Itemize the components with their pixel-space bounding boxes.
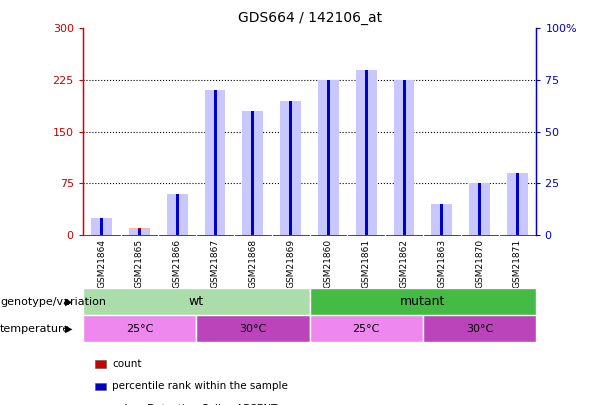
Bar: [205, 90, 226, 235]
Text: ▶: ▶: [65, 296, 72, 307]
Bar: [83, 288, 310, 315]
Bar: [356, 80, 376, 235]
Bar: [289, 177, 292, 235]
Bar: [205, 166, 226, 235]
Text: 25°C: 25°C: [126, 324, 153, 334]
Text: 30°C: 30°C: [239, 324, 267, 334]
Bar: [213, 166, 216, 235]
Bar: [327, 80, 330, 235]
Bar: [167, 204, 188, 235]
Bar: [507, 173, 528, 235]
Bar: [365, 70, 368, 235]
Bar: [403, 152, 406, 235]
Bar: [365, 80, 368, 235]
Bar: [100, 221, 103, 235]
Bar: [478, 197, 481, 235]
Bar: [440, 204, 443, 235]
Text: value, Detection Call = ABSENT: value, Detection Call = ABSENT: [112, 404, 278, 405]
Bar: [289, 101, 292, 235]
Bar: [440, 214, 443, 235]
Text: GSM21870: GSM21870: [475, 239, 484, 288]
Text: genotype/variation: genotype/variation: [0, 296, 106, 307]
Bar: [432, 214, 452, 235]
Bar: [138, 229, 141, 235]
Bar: [176, 204, 179, 235]
Bar: [356, 70, 376, 235]
Text: 30°C: 30°C: [466, 324, 493, 334]
Bar: [310, 288, 536, 315]
Text: GSM21869: GSM21869: [286, 239, 295, 288]
Text: GSM21867: GSM21867: [210, 239, 219, 288]
Bar: [318, 145, 339, 235]
Bar: [470, 183, 490, 235]
Text: GSM21868: GSM21868: [248, 239, 257, 288]
Bar: [394, 152, 414, 235]
Text: count: count: [112, 359, 142, 369]
Bar: [327, 145, 330, 235]
Bar: [167, 194, 188, 235]
Text: GSM21860: GSM21860: [324, 239, 333, 288]
Text: GSM21866: GSM21866: [173, 239, 182, 288]
Text: GSM21861: GSM21861: [362, 239, 371, 288]
Text: 25°C: 25°C: [352, 324, 380, 334]
Bar: [507, 197, 528, 235]
Bar: [213, 90, 216, 235]
Bar: [196, 315, 310, 342]
Text: percentile rank within the sample: percentile rank within the sample: [112, 382, 288, 391]
Text: GSM21862: GSM21862: [400, 239, 409, 288]
Bar: [83, 315, 196, 342]
Text: GSM21871: GSM21871: [513, 239, 522, 288]
Bar: [432, 204, 452, 235]
Bar: [91, 221, 112, 235]
Bar: [516, 173, 519, 235]
Bar: [423, 315, 536, 342]
Text: ▶: ▶: [65, 324, 72, 334]
Bar: [243, 111, 263, 235]
Text: GSM21863: GSM21863: [437, 239, 446, 288]
Bar: [403, 80, 406, 235]
Bar: [91, 218, 112, 235]
Title: GDS664 / 142106_at: GDS664 / 142106_at: [237, 11, 382, 25]
Bar: [516, 197, 519, 235]
Text: mutant: mutant: [400, 295, 446, 308]
Bar: [310, 315, 423, 342]
Bar: [470, 197, 490, 235]
Text: wt: wt: [189, 295, 204, 308]
Bar: [251, 111, 254, 235]
Text: GSM21864: GSM21864: [97, 239, 106, 288]
Text: temperature: temperature: [0, 324, 70, 334]
Bar: [318, 80, 339, 235]
Bar: [394, 80, 414, 235]
Bar: [176, 194, 179, 235]
Bar: [243, 183, 263, 235]
Bar: [280, 177, 301, 235]
Bar: [280, 101, 301, 235]
Text: GSM21865: GSM21865: [135, 239, 144, 288]
Bar: [478, 183, 481, 235]
Bar: [251, 183, 254, 235]
Bar: [100, 218, 103, 235]
Bar: [129, 229, 150, 235]
Bar: [138, 228, 141, 235]
Bar: [129, 228, 150, 235]
